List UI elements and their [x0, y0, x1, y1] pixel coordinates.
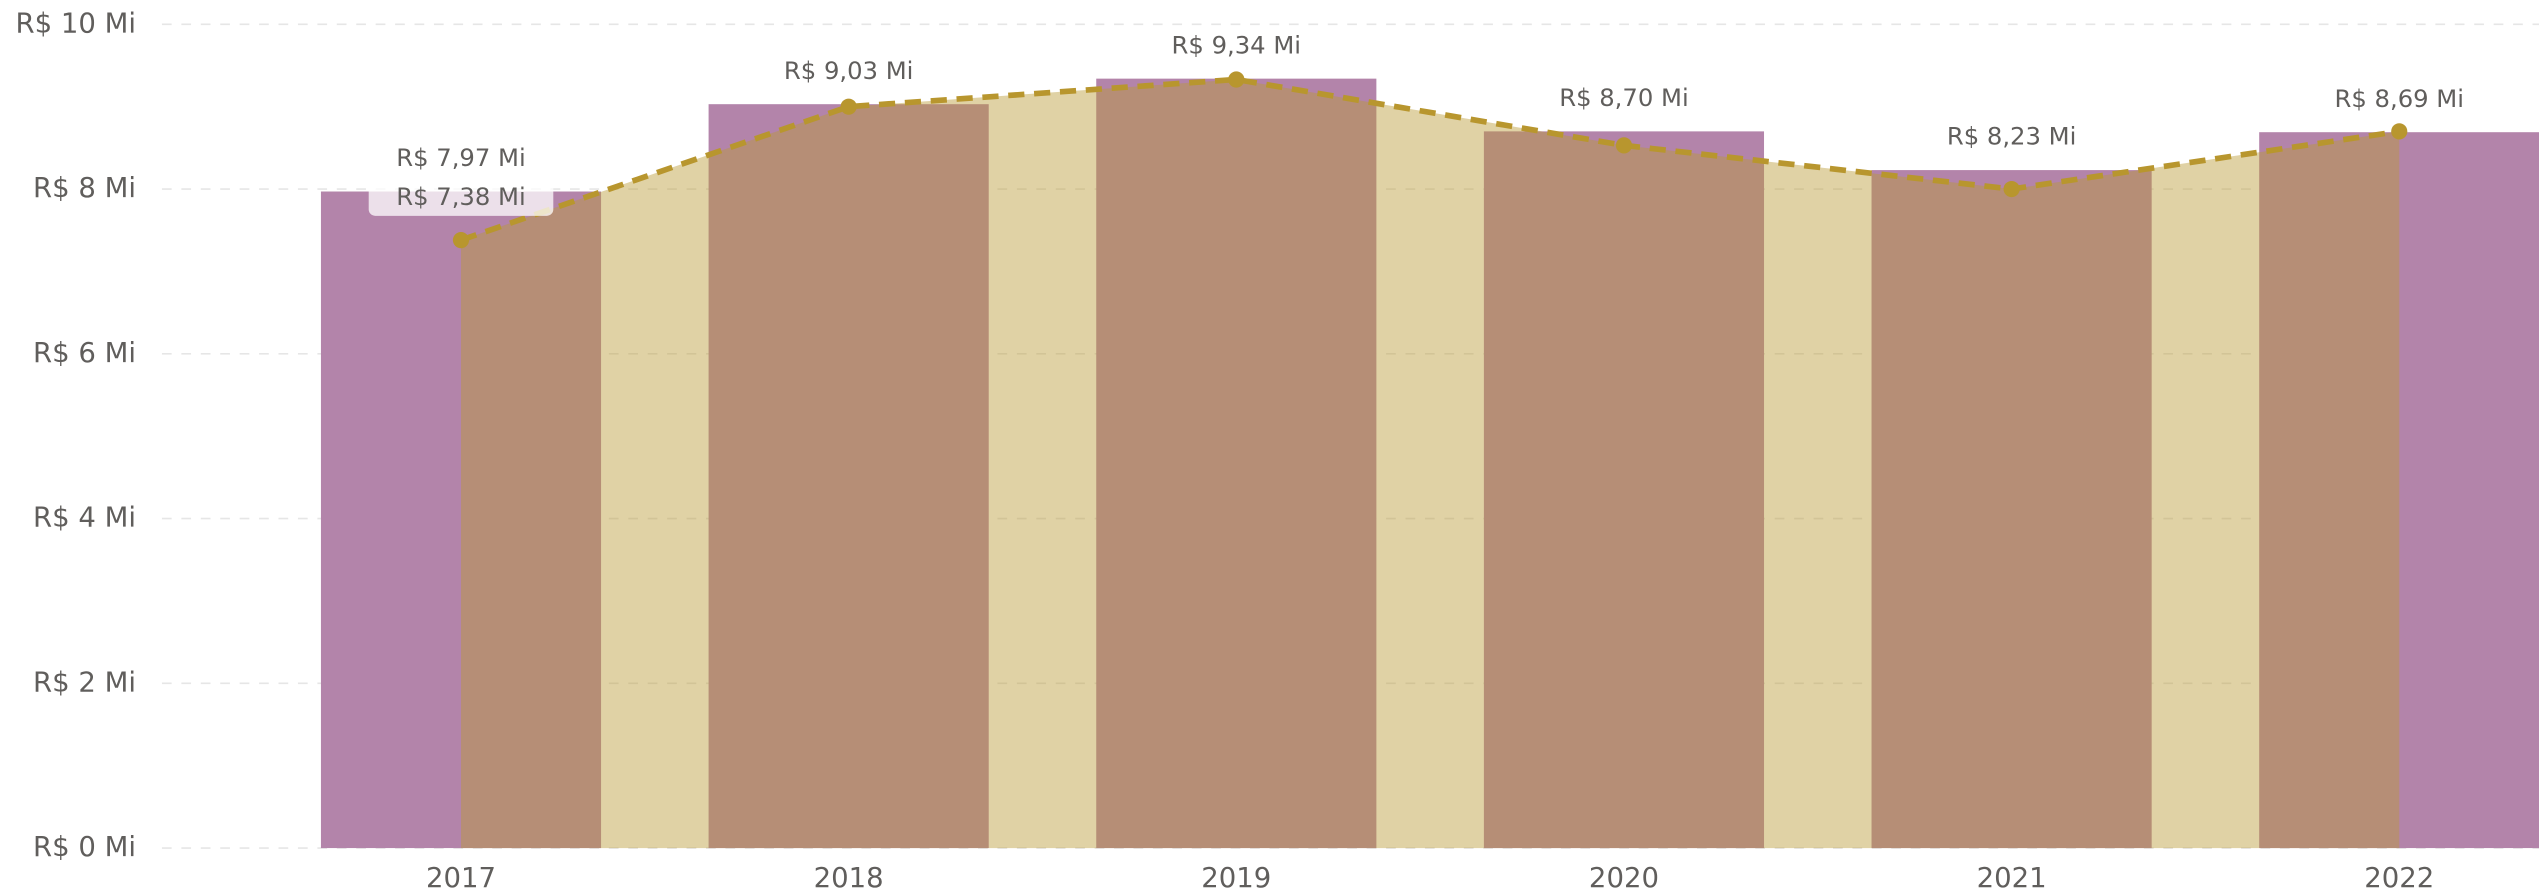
line-point: [2391, 123, 2408, 140]
y-tick-label: R$ 2 Mi: [33, 666, 136, 698]
bar: [320, 191, 602, 849]
data-label: R$ 8,70 Mi: [1559, 83, 1688, 112]
x-tick-label: 2022: [2364, 862, 2434, 894]
x-tick-label: 2020: [1589, 862, 1659, 894]
y-tick-label: R$ 10 Mi: [15, 7, 136, 39]
label-background: [368, 180, 554, 216]
x-tick-label: 2019: [1201, 862, 1271, 894]
bar: [708, 104, 989, 849]
line-point: [452, 232, 470, 249]
bar: [1871, 170, 2152, 849]
data-label: R$ 8,69 Mi: [2335, 84, 2464, 113]
x-tick-label: 2018: [814, 862, 884, 894]
y-tick-label: R$ 0 Mi: [33, 831, 136, 863]
area: [461, 79, 2400, 849]
x-tick-label: 2017: [426, 862, 496, 894]
line-point: [2003, 180, 2020, 198]
line-point: [1228, 71, 1245, 88]
y-tick-label: R$ 8 Mi: [33, 172, 136, 204]
line-point: [840, 98, 857, 115]
line: [460, 76, 2400, 243]
data-label: R$ 9,03 Mi: [784, 56, 913, 85]
x-tick-label: 2021: [1977, 862, 2047, 894]
data-label: R$ 8,23 Mi: [1947, 122, 2076, 151]
data-label: R$ 7,38 Mi: [396, 182, 525, 211]
y-tick-label: R$ 4 Mi: [33, 502, 136, 534]
data-label: R$ 7,97 Mi: [396, 143, 525, 172]
y-tick-label: R$ 6 Mi: [33, 337, 136, 369]
data-label: R$ 9,34 Mi: [1172, 30, 1301, 59]
bar: [1483, 131, 1765, 849]
line-point: [1615, 137, 1633, 154]
bar: [1096, 78, 1377, 849]
bar: [2259, 132, 2539, 849]
